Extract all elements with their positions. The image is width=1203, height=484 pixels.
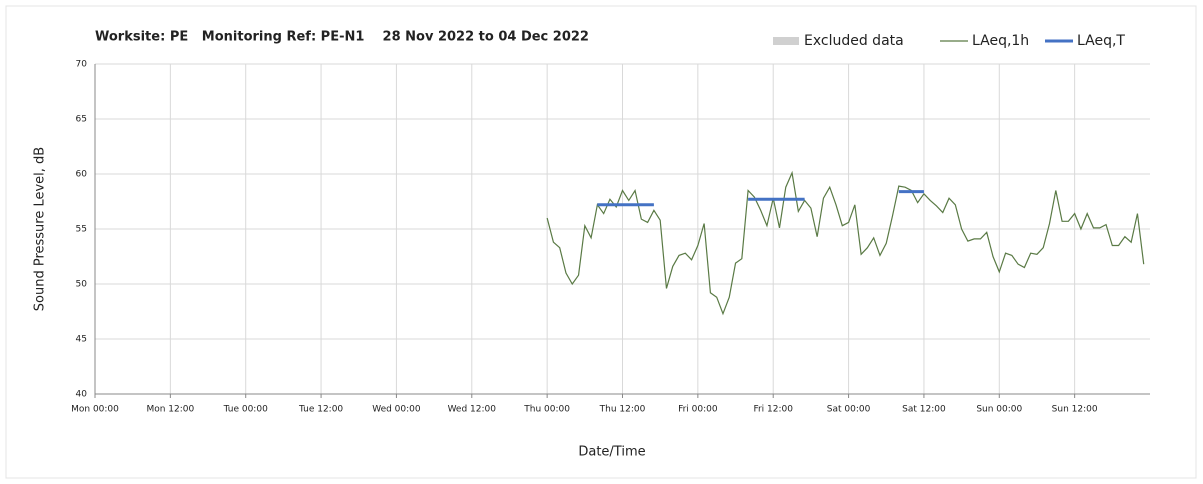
y-tick-label: 40 <box>76 390 88 400</box>
x-tick-label: Fri 12:00 <box>753 405 793 415</box>
y-tick-label: 55 <box>76 225 87 235</box>
x-tick-label: Sun 12:00 <box>1052 405 1098 415</box>
x-tick-label: Wed 12:00 <box>448 405 497 415</box>
y-tick-label: 60 <box>76 170 88 180</box>
x-axis-label: Date/Time <box>578 445 645 460</box>
legend-label: LAeq,1h <box>972 33 1029 49</box>
y-axis-label: Sound Pressure Level, dB <box>33 147 48 311</box>
y-tick-label: 65 <box>76 115 87 125</box>
x-tick-label: Wed 00:00 <box>372 405 421 415</box>
x-tick-label: Sat 12:00 <box>902 405 946 415</box>
x-tick-label: Thu 00:00 <box>523 405 570 415</box>
x-tick-label: Sun 00:00 <box>976 405 1022 415</box>
x-tick-label: Thu 12:00 <box>599 405 646 415</box>
x-tick-label: Tue 12:00 <box>298 405 343 415</box>
x-tick-label: Mon 00:00 <box>71 405 119 415</box>
x-tick-label: Fri 00:00 <box>678 405 718 415</box>
legend-swatch <box>773 37 799 45</box>
y-tick-label: 70 <box>76 60 88 70</box>
x-tick-label: Sat 00:00 <box>827 405 871 415</box>
x-tick-label: Tue 00:00 <box>223 405 268 415</box>
y-tick-label: 45 <box>76 335 87 345</box>
y-tick-label: 50 <box>76 280 88 290</box>
legend-label: Excluded data <box>804 33 904 49</box>
chart-title: Worksite: PE Monitoring Ref: PE-N1 28 No… <box>95 30 589 45</box>
chart-frame <box>5 5 1197 479</box>
data-line <box>597 190 924 207</box>
data-line <box>546 170 1145 316</box>
x-tick-label: Mon 12:00 <box>146 405 194 415</box>
legend-label: LAeq,T <box>1077 33 1125 49</box>
